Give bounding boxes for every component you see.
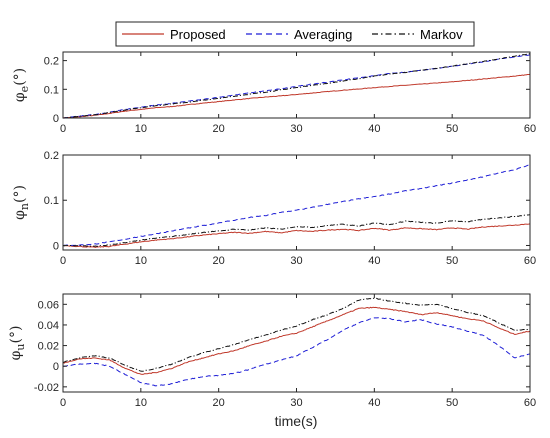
series-proposed-east <box>62 73 531 119</box>
x-tick-label-east-20: 20 <box>213 123 225 135</box>
y-tick-label-up-2: 0.02 <box>38 341 59 353</box>
y-axis-label-symbol-east: φ <box>12 92 28 102</box>
x-tick-label-east-30: 30 <box>290 123 302 135</box>
y-axis-label-unit-north: (°) <box>12 185 28 203</box>
y-tick-label-up-1: 0 <box>53 361 59 373</box>
plot-area-up <box>63 294 530 392</box>
y-axis-label-unit-east: (°) <box>12 68 28 86</box>
x-tick-label-up-30: 30 <box>290 397 302 409</box>
series-proposed-up <box>62 306 531 375</box>
series-proposed-north <box>62 223 531 248</box>
x-tick-label-north-40: 40 <box>368 255 380 267</box>
x-tick-label-north-60: 60 <box>524 255 536 267</box>
y-axis-label-sub-north: n <box>18 203 31 210</box>
y-tick-label-north-1: 0.1 <box>44 195 59 207</box>
legend-label-markov: Markov <box>420 27 463 42</box>
x-tick-label-up-60: 60 <box>524 397 536 409</box>
y-axis-label-unit-up: (°) <box>8 326 24 344</box>
x-tick-label-north-30: 30 <box>290 255 302 267</box>
x-tick-label-up-40: 40 <box>368 397 380 409</box>
y-tick-label-north-2: 0.2 <box>44 150 59 162</box>
x-tick-label-up-20: 20 <box>213 397 225 409</box>
series-markov-up <box>62 297 531 372</box>
x-tick-label-east-0: 0 <box>60 123 66 135</box>
y-tick-label-north-0: 0 <box>53 240 59 252</box>
y-tick-label-up-0: -0.02 <box>34 382 59 394</box>
y-axis-label-symbol-up: φ <box>8 350 24 360</box>
x-tick-label-up-50: 50 <box>446 397 458 409</box>
x-tick-label-east-60: 60 <box>524 123 536 135</box>
series-markov-north <box>62 214 531 247</box>
y-tick-label-up-3: 0.04 <box>38 320 59 332</box>
y-axis-label-sub-east: e <box>18 86 31 93</box>
x-tick-label-north-20: 20 <box>213 255 225 267</box>
y-axis-label-east: φe(°) <box>12 68 31 102</box>
plot-area-north <box>63 155 530 250</box>
x-tick-label-north-50: 50 <box>446 255 458 267</box>
y-tick-label-east-1: 0.1 <box>44 84 59 96</box>
x-tick-label-north-0: 0 <box>60 255 66 267</box>
y-axis-label-sub-up: u <box>14 344 27 351</box>
subplot-north: 0 10 20 30 40 50 60 0 0.1 0.2 φn(°) <box>12 150 536 267</box>
x-tick-label-east-50: 50 <box>446 123 458 135</box>
x-tick-label-north-10: 10 <box>135 255 147 267</box>
y-tick-label-up-4: 0.06 <box>38 299 59 311</box>
x-tick-label-east-10: 10 <box>135 123 147 135</box>
y-axis-label-north: φn(°) <box>12 185 31 220</box>
legend-label-averaging: Averaging <box>294 27 352 42</box>
plot-area-east <box>63 52 530 118</box>
x-axis-label: time(s) <box>275 413 318 429</box>
legend: Proposed Averaging Markov <box>115 21 475 47</box>
y-axis-label-up: φu(°) <box>8 326 27 361</box>
x-tick-label-up-10: 10 <box>135 397 147 409</box>
legend-label-proposed: Proposed <box>170 27 226 42</box>
x-tick-label-up-0: 0 <box>60 397 66 409</box>
series-averaging-up <box>62 317 531 387</box>
x-tick-label-east-40: 40 <box>368 123 380 135</box>
y-tick-label-east-2: 0.2 <box>44 56 59 68</box>
y-axis-label-symbol-north: φ <box>12 210 28 220</box>
series-averaging-north <box>62 164 531 247</box>
subplot-east: 0 10 20 30 40 50 60 0 0.1 0.2 φe(°) <box>12 51 536 135</box>
legend-box <box>115 21 475 47</box>
y-tick-label-east-0: 0 <box>53 113 59 125</box>
series-markov-east <box>62 53 531 119</box>
